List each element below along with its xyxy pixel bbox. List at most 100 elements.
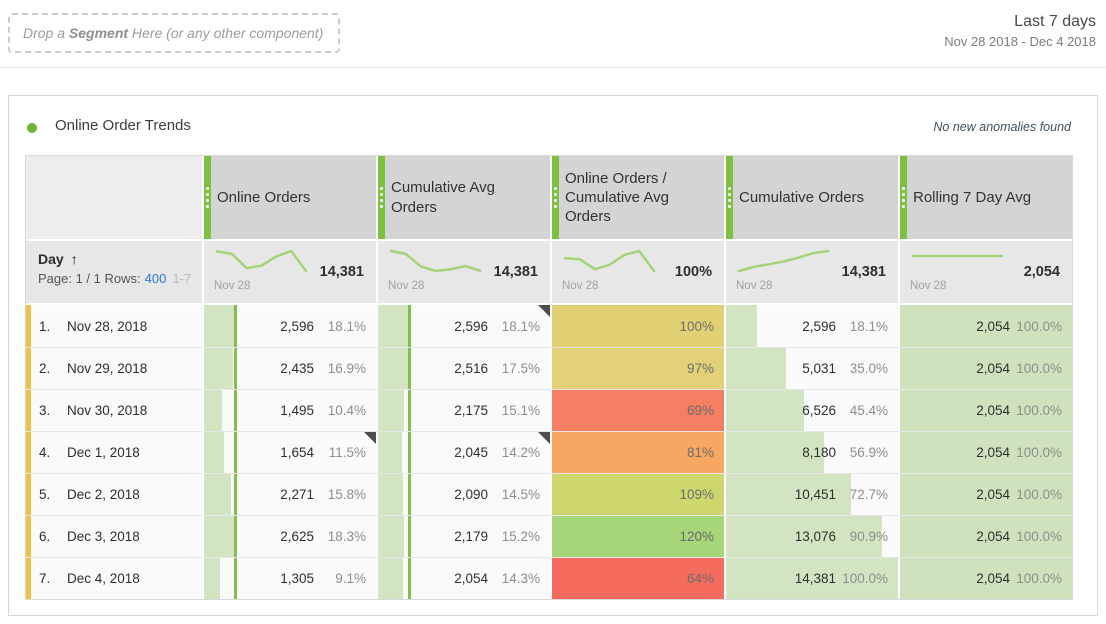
annotation-flag-icon[interactable]	[538, 305, 550, 317]
cell-percent: 10.4%	[327, 403, 366, 418]
column-header-orders-vs-cumulative-avg[interactable]: Online Orders / Cumulative Avg Orders	[552, 156, 724, 239]
cell-value: 2,175	[454, 403, 488, 418]
row-dimension-header[interactable]: Day ↑ Page: 1 / 1 Rows: 400 1-7	[26, 241, 202, 303]
column-header-cumulative-orders[interactable]: Cumulative Orders	[726, 156, 898, 239]
cell-online-orders[interactable]: 2,435 16.9%	[204, 348, 376, 389]
column-max-marker	[234, 516, 238, 557]
row-index: 3.	[39, 403, 51, 418]
cell-orders-vs-cumulative-avg[interactable]: 120%	[552, 516, 724, 557]
cell-orders-vs-cumulative-avg[interactable]: 97%	[552, 348, 724, 389]
column-header-rolling-7-day-avg[interactable]: Rolling 7 Day Avg	[900, 156, 1072, 239]
row-date: Dec 1, 2018	[67, 445, 140, 460]
cell-value: 1,495	[280, 403, 314, 418]
column-drag-handle-icon[interactable]	[204, 156, 211, 239]
summary-cumulative-orders[interactable]: Nov 28 14,381	[726, 241, 898, 303]
column-max-marker	[234, 390, 238, 431]
row-accent-bar	[26, 348, 31, 389]
cell-cumulative-avg-orders[interactable]: 2,596 18.1%	[378, 305, 550, 347]
cell-value: 2,179	[454, 529, 488, 544]
annotation-flag-icon[interactable]	[538, 432, 550, 444]
cell-cumulative-orders[interactable]: 8,180 56.9%	[726, 432, 898, 473]
cell-orders-vs-cumulative-avg[interactable]: 69%	[552, 390, 724, 431]
cell-cumulative-orders[interactable]: 13,076 90.9%	[726, 516, 898, 557]
cell-online-orders[interactable]: 2,625 18.3%	[204, 516, 376, 557]
cell-rolling-7-day-avg[interactable]: 2,054 100.0%	[900, 516, 1072, 557]
cell-cumulative-avg-orders[interactable]: 2,045 14.2%	[378, 432, 550, 473]
row-header[interactable]: 5. Dec 2, 2018	[26, 474, 202, 515]
cell-value: 10,451	[794, 487, 836, 502]
cell-value: 2,625	[280, 529, 314, 544]
column-header-cumulative-avg-orders[interactable]: Cumulative Avg Orders	[378, 156, 550, 239]
table-row: 4. Dec 1, 2018 1,654 11.5% 2,045 14.2% 81% 8,18…	[26, 431, 1072, 473]
column-drag-handle-icon[interactable]	[900, 156, 907, 239]
cell-orders-vs-cumulative-avg[interactable]: 100%	[552, 305, 724, 347]
cell-value: 14,381	[794, 571, 836, 586]
cell-value: 69%	[686, 403, 714, 418]
row-header[interactable]: 7. Dec 4, 2018	[26, 558, 202, 599]
row-accent-bar	[26, 516, 31, 557]
column-drag-handle-icon[interactable]	[378, 156, 385, 239]
cell-rolling-7-day-avg[interactable]: 2,054 100.0%	[900, 474, 1072, 515]
cell-online-orders[interactable]: 1,305 9.1%	[204, 558, 376, 599]
cell-value: 2,435	[280, 361, 314, 376]
column-total: 2,054	[1023, 264, 1060, 280]
cell-cumulative-avg-orders[interactable]: 2,175 15.1%	[378, 390, 550, 431]
sparkline-start-label: Nov 28	[736, 280, 773, 292]
summary-rolling-7-day-avg[interactable]: Nov 28 2,054	[900, 241, 1072, 303]
column-drag-handle-icon[interactable]	[552, 156, 559, 239]
cell-percent: 100.0%	[842, 571, 888, 586]
row-header[interactable]: 1. Nov 28, 2018	[26, 305, 202, 347]
cell-cumulative-avg-orders[interactable]: 2,054 14.3%	[378, 558, 550, 599]
cell-value: 2,596	[802, 318, 836, 334]
cell-percent: 14.2%	[501, 445, 540, 460]
rows-per-page-link[interactable]: 400	[144, 271, 167, 286]
row-header[interactable]: 6. Dec 3, 2018	[26, 516, 202, 557]
cell-cumulative-avg-orders[interactable]: 2,090 14.5%	[378, 474, 550, 515]
cell-cumulative-orders[interactable]: 14,381 100.0%	[726, 558, 898, 599]
cell-cumulative-orders[interactable]: 2,596 18.1%	[726, 305, 898, 347]
cell-percent: 45.4%	[849, 403, 888, 418]
column-total: 100%	[674, 264, 712, 280]
cell-percent: 14.3%	[501, 571, 540, 586]
column-header-label: Cumulative Avg Orders	[391, 179, 495, 216]
cell-orders-vs-cumulative-avg[interactable]: 81%	[552, 432, 724, 473]
cell-rolling-7-day-avg[interactable]: 2,054 100.0%	[900, 558, 1072, 599]
cell-online-orders[interactable]: 2,271 15.8%	[204, 474, 376, 515]
cell-percent: 100.0%	[1016, 361, 1062, 376]
row-header[interactable]: 2. Nov 29, 2018	[26, 348, 202, 389]
date-range-selector[interactable]: Last 7 days Nov 28 2018 - Dec 4 2018	[944, 11, 1096, 51]
summary-online-orders[interactable]: Nov 28 14,381	[204, 241, 376, 303]
summary-orders-vs-cumulative-avg[interactable]: Nov 28 100%	[552, 241, 724, 303]
sort-ascending-icon[interactable]: ↑	[70, 251, 78, 267]
cell-cumulative-avg-orders[interactable]: 2,179 15.2%	[378, 516, 550, 557]
summary-cumulative-avg-orders[interactable]: Nov 28 14,381	[378, 241, 550, 303]
cell-percent: 14.5%	[501, 487, 540, 502]
drop-zone-text: Drop a Segment Here (or any other compon…	[23, 25, 324, 41]
cell-cumulative-orders[interactable]: 5,031 35.0%	[726, 348, 898, 389]
row-header[interactable]: 4. Dec 1, 2018	[26, 432, 202, 473]
annotation-flag-icon[interactable]	[364, 432, 376, 444]
cell-cumulative-orders[interactable]: 10,451 72.7%	[726, 474, 898, 515]
segment-drop-zone[interactable]: Drop a Segment Here (or any other compon…	[8, 13, 340, 53]
cell-value: 2,090	[454, 487, 488, 502]
column-header-online-orders[interactable]: Online Orders	[204, 156, 376, 239]
cell-rolling-7-day-avg[interactable]: 2,054 100.0%	[900, 305, 1072, 347]
row-header[interactable]: 3. Nov 30, 2018	[26, 390, 202, 431]
cell-orders-vs-cumulative-avg[interactable]: 109%	[552, 474, 724, 515]
cell-orders-vs-cumulative-avg[interactable]: 64%	[552, 558, 724, 599]
cell-online-orders[interactable]: 2,596 18.1%	[204, 305, 376, 347]
cell-rolling-7-day-avg[interactable]: 2,054 100.0%	[900, 432, 1072, 473]
column-drag-handle-icon[interactable]	[726, 156, 733, 239]
sparkline-start-label: Nov 28	[388, 280, 425, 292]
cell-cumulative-orders[interactable]: 6,526 45.4%	[726, 390, 898, 431]
cell-rolling-7-day-avg[interactable]: 2,054 100.0%	[900, 348, 1072, 389]
row-date: Nov 30, 2018	[67, 403, 148, 418]
cell-cumulative-avg-orders[interactable]: 2,516 17.5%	[378, 348, 550, 389]
cell-online-orders[interactable]: 1,654 11.5%	[204, 432, 376, 473]
cell-online-orders[interactable]: 1,495 10.4%	[204, 390, 376, 431]
cell-value: 109%	[679, 487, 714, 502]
freeform-table: Online Orders Cumulative Avg Orders Online…	[25, 155, 1073, 600]
cell-value: 97%	[686, 361, 714, 376]
sparkline-start-label: Nov 28	[910, 280, 947, 292]
cell-rolling-7-day-avg[interactable]: 2,054 100.0%	[900, 390, 1072, 431]
